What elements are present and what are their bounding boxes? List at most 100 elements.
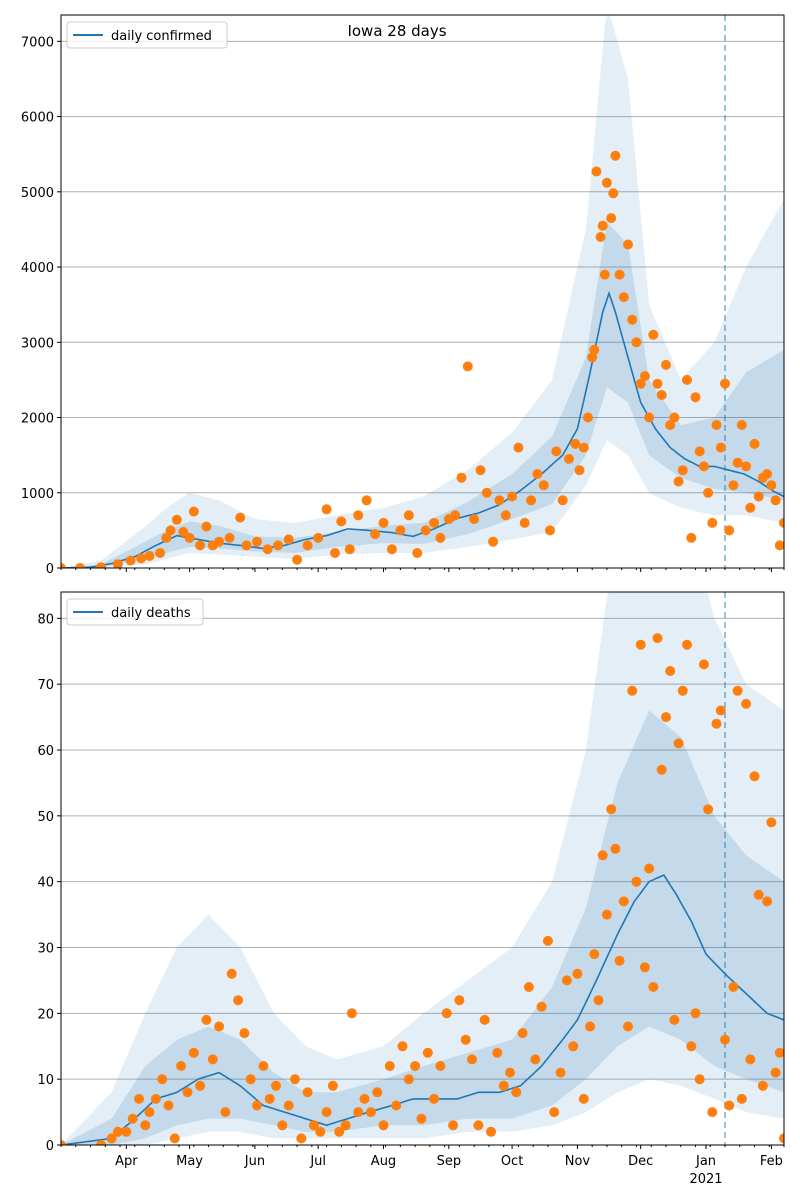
y-tick-label: 0 xyxy=(46,562,54,577)
data-point xyxy=(711,718,722,729)
y-tick-label: 70 xyxy=(37,678,54,693)
data-point xyxy=(545,525,555,536)
data-point xyxy=(665,666,676,676)
data-point xyxy=(715,705,726,716)
y-tick-label: 60 xyxy=(37,744,54,759)
data-point xyxy=(686,532,697,543)
data-point xyxy=(597,220,608,231)
confirmed-panel: 0 1000 2000 3000 4000 5000 6000 7000 Iowa 28 da… xyxy=(21,14,785,577)
data-point xyxy=(589,344,600,355)
data-point xyxy=(239,1028,250,1039)
x-tick-label: Feb xyxy=(760,1154,783,1169)
data-point xyxy=(169,1133,180,1144)
data-point xyxy=(224,532,235,543)
data-point xyxy=(456,472,467,483)
data-point xyxy=(568,1041,579,1052)
y-tick-label: 0 xyxy=(46,1139,54,1154)
data-point xyxy=(648,329,659,340)
data-point xyxy=(631,337,642,348)
data-point xyxy=(321,1107,332,1118)
data-point xyxy=(728,480,739,491)
data-point xyxy=(161,532,172,543)
data-point xyxy=(542,935,553,946)
data-point xyxy=(597,850,608,861)
data-point xyxy=(669,412,680,423)
confirmed-y-axis-ticks: 0 1000 2000 3000 4000 5000 6000 7000 xyxy=(21,35,61,577)
data-point xyxy=(610,843,621,854)
data-point xyxy=(614,269,625,280)
data-point xyxy=(410,1061,421,1071)
data-point xyxy=(757,1080,768,1091)
y-tick-label: 2000 xyxy=(21,412,54,427)
x-axis-year-label: 2021 xyxy=(689,1172,722,1187)
y-tick-label: 30 xyxy=(37,942,54,957)
data-point xyxy=(745,1054,756,1065)
data-point xyxy=(296,1133,307,1144)
outer-band xyxy=(61,15,784,568)
data-point xyxy=(610,150,621,161)
data-point xyxy=(694,1074,705,1085)
data-point xyxy=(395,525,406,536)
data-point xyxy=(766,480,777,491)
data-point xyxy=(157,1074,168,1085)
data-point xyxy=(435,1061,446,1071)
data-point xyxy=(618,896,629,907)
data-point xyxy=(207,1054,218,1065)
data-point xyxy=(214,1021,225,1032)
data-point xyxy=(226,968,237,979)
data-point xyxy=(75,563,85,568)
data-point xyxy=(112,1126,123,1137)
data-point xyxy=(606,213,617,224)
data-point xyxy=(741,461,752,472)
inner-band xyxy=(61,710,784,1145)
data-point xyxy=(732,685,743,696)
data-point xyxy=(283,1100,294,1111)
data-point xyxy=(359,1093,370,1104)
data-point xyxy=(707,1107,718,1118)
data-point xyxy=(252,1100,262,1111)
data-point xyxy=(378,517,389,528)
data-point xyxy=(635,639,646,650)
data-point xyxy=(435,532,446,543)
deaths-legend: daily deaths xyxy=(66,598,204,626)
data-point xyxy=(601,177,612,188)
data-point xyxy=(112,559,123,568)
data-point xyxy=(492,1047,503,1058)
data-point xyxy=(523,982,534,992)
data-point xyxy=(262,544,273,555)
data-point xyxy=(201,1014,212,1025)
data-point xyxy=(61,1140,66,1145)
deaths-series-line xyxy=(61,874,784,1145)
data-point xyxy=(340,1120,351,1131)
data-point xyxy=(623,239,633,250)
deaths-legend-box xyxy=(66,598,204,626)
data-point xyxy=(155,548,166,558)
data-point xyxy=(61,563,66,568)
data-point xyxy=(736,1093,747,1104)
data-point xyxy=(344,544,355,555)
data-point xyxy=(370,529,381,540)
data-point xyxy=(627,314,638,325)
data-point xyxy=(707,517,718,528)
deaths-legend-label: daily deaths xyxy=(111,606,191,621)
data-point xyxy=(313,532,324,543)
data-point xyxy=(479,1014,490,1025)
data-point xyxy=(336,516,347,527)
data-point xyxy=(557,495,568,506)
deaths-x-axis-ticks: Apr May Jun Jul Aug Sep Oct Nov Dec Jan Feb xyxy=(60,1145,785,1169)
data-point xyxy=(656,764,667,775)
deaths-observed-points xyxy=(61,633,784,1145)
confirmed-gridlines xyxy=(61,40,784,569)
confirmed-x-axis-ticks xyxy=(60,568,785,572)
data-point xyxy=(513,442,524,453)
x-tick-label: Nov xyxy=(565,1154,591,1169)
data-point xyxy=(623,1021,633,1032)
data-point xyxy=(572,968,583,979)
y-tick-label: 10 xyxy=(37,1073,54,1088)
data-point xyxy=(195,1080,206,1091)
data-point xyxy=(422,1047,433,1058)
data-point xyxy=(258,1061,269,1071)
data-point xyxy=(182,1087,193,1098)
x-tick-label: Aug xyxy=(371,1154,396,1169)
chart-title: Iowa 28 days xyxy=(347,22,446,40)
